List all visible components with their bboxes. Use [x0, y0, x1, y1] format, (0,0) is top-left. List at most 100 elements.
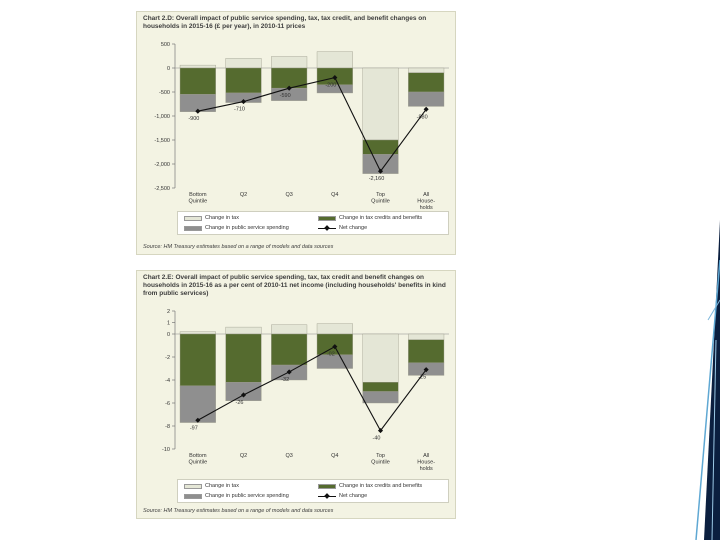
category-label: Bottom: [189, 453, 207, 459]
y-tick-label: -2,500: [154, 186, 170, 192]
legend-item-net: Net change: [318, 493, 367, 499]
category-label: Q2: [240, 453, 247, 459]
chart-panel-b: Chart 2.E: Overall impact of public serv…: [136, 270, 456, 519]
net-data-label: -880: [417, 114, 428, 120]
category-label: Q3: [285, 453, 292, 459]
legend-swatch-net: [318, 494, 336, 499]
net-data-label: -40: [373, 436, 381, 442]
y-tick-label: -1,000: [154, 114, 170, 120]
y-tick-label: -2,000: [154, 162, 170, 168]
y-tick-label: 1: [167, 321, 170, 327]
category-label: Top: [376, 192, 385, 198]
legend-swatch-credits: [318, 215, 336, 221]
y-tick-label: -4: [165, 378, 170, 384]
bar-tax: [316, 51, 353, 69]
y-tick-label: -2: [165, 355, 170, 361]
legend-swatch-tax: [184, 215, 202, 221]
category-label: Q3: [285, 192, 292, 198]
chart-b-plot: 210-2-4-6-8-10BottomQuintile-97Q2-26Q3-3…: [162, 309, 449, 472]
net-data-label: -2,160: [369, 176, 385, 182]
category-label: holds: [420, 466, 433, 472]
net-change-marker: [240, 392, 247, 398]
bar-public: [362, 391, 399, 404]
legend-swatch-public: [184, 493, 202, 499]
legend-label-credits: Change in tax credits and benefits: [339, 215, 423, 221]
bar-credits: [362, 382, 399, 392]
bar-credits: [225, 333, 262, 383]
y-tick-label: -8: [165, 424, 170, 430]
category-label: Quintile: [189, 199, 208, 205]
deco-line-2: [711, 339, 717, 540]
net-change-line: [197, 345, 427, 432]
bar-tax: [179, 331, 216, 335]
legend-swatch-tax: [184, 483, 202, 489]
net-data-label: -26: [236, 400, 244, 406]
y-tick-label: 0: [167, 66, 170, 72]
legend-item-credits: Change in tax credits and benefits: [318, 483, 422, 489]
bar-tax: [225, 58, 262, 69]
chart-title: Chart 2.E: Overall impact of public serv…: [143, 274, 446, 297]
bar-tax: [179, 64, 216, 69]
bar-tax: [362, 67, 399, 141]
net-data-label: -710: [234, 107, 245, 113]
net-change-marker: [377, 168, 384, 174]
legend-label-tax: Change in tax: [205, 483, 239, 489]
category-label: Bottom: [189, 192, 207, 198]
chart-source: Source: HM Treasury estimates based on a…: [143, 508, 334, 514]
legend-swatch-net: [318, 226, 336, 231]
category-label: holds: [420, 205, 433, 211]
bar-public: [316, 354, 353, 369]
chart-panel-a: Chart 2.D: Overall impact of public serv…: [136, 11, 456, 255]
legend-item-net: Net change: [318, 225, 367, 231]
category-label: Quintile: [189, 460, 208, 466]
bar-public: [179, 385, 216, 423]
bar-tax: [408, 67, 445, 73]
category-label: All: [423, 453, 429, 459]
category-label: Q4: [331, 192, 338, 198]
category-label: Quintile: [371, 460, 390, 466]
net-data-label: -900: [188, 116, 199, 122]
legend: Change in tax Change in tax credits and …: [177, 479, 449, 503]
bar-credits: [408, 72, 445, 93]
deco-line-3: [707, 299, 720, 321]
legend-label-net: Net change: [339, 493, 368, 499]
category-label: House-: [417, 460, 435, 466]
bar-tax: [316, 323, 353, 335]
bar-credits: [408, 339, 445, 363]
y-tick-label: -6: [165, 401, 170, 407]
net-data-label: -02: [327, 352, 335, 358]
y-tick-label: -1,500: [154, 138, 170, 144]
legend-label-public: Change in public service spending: [205, 493, 289, 499]
net-change-marker: [332, 344, 338, 350]
legend-item-credits: Change in tax credits and benefits: [318, 215, 422, 221]
category-label: Q2: [240, 192, 247, 198]
bar-tax: [271, 324, 308, 335]
chart-a-plot: 5000-500-1,000-1,500-2,000-2,500BottomQu…: [154, 42, 449, 211]
legend-label-tax: Change in tax: [205, 215, 239, 221]
y-tick-label: -500: [159, 90, 170, 96]
y-tick-label: -10: [162, 447, 170, 453]
bar-credits: [179, 67, 216, 95]
bar-tax: [362, 333, 399, 383]
net-data-label: -25: [418, 375, 426, 381]
bar-credits: [179, 333, 216, 386]
legend-item-public: Change in public service spending: [184, 225, 289, 231]
net-change-marker: [286, 369, 292, 375]
bar-public: [225, 382, 262, 401]
net-data-label: -97: [190, 425, 198, 431]
category-label: Quintile: [371, 199, 390, 205]
y-tick-label: 500: [161, 42, 170, 48]
legend-label-net: Net change: [339, 225, 368, 231]
bar-credits: [362, 139, 399, 155]
net-change-marker: [286, 85, 292, 91]
bar-tax: [408, 333, 445, 340]
chart-source: Source: HM Treasury estimates based on a…: [143, 244, 334, 250]
legend-item-public: Change in public service spending: [184, 493, 289, 499]
y-tick-label: 0: [167, 332, 170, 338]
category-label: Q4: [331, 453, 338, 459]
bar-credits: [271, 333, 308, 366]
y-tick-label: 2: [167, 309, 170, 315]
legend: Change in tax Change in tax credits and …: [177, 211, 449, 235]
legend-item-tax: Change in tax: [184, 483, 239, 489]
chart-title: Chart 2.D: Overall impact of public serv…: [143, 15, 427, 30]
